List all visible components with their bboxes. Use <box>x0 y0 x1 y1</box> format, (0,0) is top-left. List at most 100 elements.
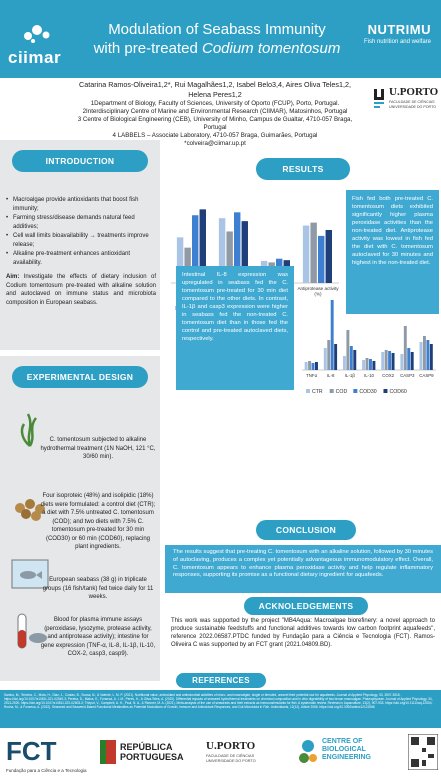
seaweed-icon <box>20 413 38 447</box>
aim-text: Investigate the effects of dietary inclu… <box>6 274 156 306</box>
legend-label: CTR <box>312 389 323 395</box>
bar-cod60-1 <box>241 221 248 283</box>
nutrimu-tagline: Fish nutrition and welfare <box>363 39 431 45</box>
legend-label: COD <box>336 389 348 395</box>
introduction-heading: INTRODUCTION <box>12 150 148 172</box>
author-email: *colveira@ciimar.up.pt <box>184 140 246 147</box>
affiliation-1: 1Department of Biology, Faculty of Scien… <box>90 100 340 107</box>
category-label: CASP3 <box>400 373 415 378</box>
bar-cod-6 <box>422 336 426 370</box>
bar-cod60-0 <box>199 209 206 283</box>
bar-cod30-5 <box>407 348 411 370</box>
category-label: COX2 <box>382 373 395 378</box>
bar-cod60-3 <box>325 229 332 283</box>
footer-uporto-logo: U.PORTO <box>206 740 256 752</box>
bar-cod-2 <box>346 330 350 370</box>
bar-ctr-1 <box>323 348 327 370</box>
research-qr-icon <box>408 734 438 770</box>
bar-cod30-1 <box>234 212 241 283</box>
results-plasma-text: Fish fed both pre-treated C. tomentosum … <box>346 190 439 314</box>
gene-expression-chart: TNFα IL-8 IL-1β IL-10 COX2 CASP3 CASP9 CTR COD CO… <box>302 300 436 395</box>
poster-title: Modulation of Seabass Immunity with pre-… <box>82 20 352 58</box>
category-label: IL-1β <box>345 373 356 378</box>
nutrimu-logo: NUTRIMU Fish nutrition and welfare <box>364 22 431 45</box>
fish-tank-icon <box>11 559 49 589</box>
title-species: Codium tomentosum <box>201 40 341 57</box>
experimental-heading: EXPERIMENTAL DESIGN <box>12 366 148 388</box>
nutrimu-wordmark: NUTRIMU <box>367 22 431 37</box>
bar-cod-4 <box>384 350 388 370</box>
bar-ctr-0 <box>304 362 308 370</box>
legend-swatch <box>383 389 388 393</box>
bar-ctr-0 <box>176 237 184 283</box>
introduction-content: Macroalgae provide antioxidants that boo… <box>6 196 156 307</box>
fct-subtitle: Fundação para a Ciência e a Tecnologia <box>6 768 87 773</box>
category-label: IL-10 <box>364 373 375 378</box>
legend-swatch <box>306 389 310 393</box>
results-gene-text: Intestinal IL-8 expression was upregulat… <box>176 266 294 390</box>
bar-cod30-3 <box>369 359 372 370</box>
title-line-1: Modulation of Seabass Immunity <box>108 21 326 38</box>
bar-ctr-1 <box>218 218 226 283</box>
bar-ctr-5 <box>400 354 404 370</box>
bar-cod-5 <box>403 326 407 370</box>
bar-cod-3 <box>310 222 317 283</box>
bar-cod30-0 <box>192 215 199 283</box>
bar-cod60-6 <box>429 344 433 370</box>
bar-cod30-4 <box>388 351 392 370</box>
introduction-bullets: Macroalgae provide antioxidants that boo… <box>6 196 156 267</box>
bar-ctr-6 <box>419 342 423 370</box>
category-label: CASP9 <box>419 373 434 378</box>
bar-ctr-2 <box>342 356 346 370</box>
ceb-logo: CENTRE OF BIOLOGICAL ENGINEERING <box>322 738 372 761</box>
ciimar-logo: ciimar <box>8 22 68 72</box>
exp-step-fish: European seabass (38 g) in triplicate gr… <box>42 577 154 600</box>
conclusion-text: The results suggest that pre-treating C.… <box>165 545 441 593</box>
poster-footer: FCT Fundação para a Ciência e a Tecnolog… <box>0 730 441 784</box>
fct-logo: FCT <box>6 736 57 766</box>
legend-swatch <box>329 389 334 393</box>
bar-cod60-2 <box>353 350 357 370</box>
title-line-2: with pre-treated Codium tomentosum <box>82 39 352 58</box>
uporto-subtitle: FACULDADE DE CIÊNCIAS UNIVERSIDADE DO PO… <box>389 100 436 109</box>
bar-cod30-3 <box>318 235 325 283</box>
category-label: Antiprotease activity (%) <box>297 286 339 297</box>
bar-ctr-4 <box>381 352 385 370</box>
intro-bullet: Farming stress/disease demands natural f… <box>6 214 156 231</box>
bar-cod60-3 <box>372 361 376 370</box>
results-heading: RESULTS <box>256 158 350 180</box>
affiliation-4: 4 LABBELS – Associate Laboratory, 4710-0… <box>112 132 318 139</box>
ceb-logo-icon <box>299 740 317 763</box>
category-label: TNFα <box>306 373 318 378</box>
intro-bullet: Macroalgae provide antioxidants that boo… <box>6 196 156 213</box>
exp-step-sampling: Blood for plasma immune assays (peroxida… <box>40 617 156 657</box>
bar-ctr-3 <box>362 360 366 370</box>
affiliation-2: 2Interdisciplinary Centre of Marine and … <box>82 108 348 115</box>
bar-cod30-0 <box>311 363 315 370</box>
exp-step-diets: Four isoproteic (48%) and isolipidic (18… <box>40 493 156 550</box>
intro-bullet: Alkaline pre-treatment enhances antioxid… <box>6 250 156 267</box>
ciimar-wordmark: ciimar <box>8 48 62 67</box>
intro-bullet: Cell wall limits bioavailability → treat… <box>6 232 156 249</box>
legend-swatch <box>353 389 358 393</box>
bar-cod60-1 <box>334 344 338 370</box>
aim-label: Aim: <box>6 274 20 280</box>
conclusion-heading: CONCLUSION <box>256 520 356 540</box>
aim-statement: Aim: Investigate the effects of dietary … <box>6 273 156 307</box>
title-line-2-prefix: with pre-treated <box>93 40 202 57</box>
uporto-wordmark: U.PORTO <box>389 86 439 98</box>
category-label: IL-8 <box>327 373 335 378</box>
bar-cod30-6 <box>426 340 430 370</box>
ack-heading: ACKNOLEDGEMENTS <box>244 597 368 615</box>
blood-sample-icon <box>17 613 47 649</box>
legend-label: COD30 <box>359 389 376 395</box>
bar-cod-0 <box>308 361 312 370</box>
bar-cod60-0 <box>315 362 318 370</box>
bar-cod30-2 <box>349 346 353 370</box>
bar-ctr-3 <box>302 225 310 283</box>
authors-block: Catarina Ramos-Oliveira1,2*, Rui Magalhã… <box>70 80 360 148</box>
bar-cod-0 <box>184 247 191 283</box>
bar-cod-1 <box>327 340 331 370</box>
ciimar-drops-icon <box>24 25 50 43</box>
affiliation-3: 3 Centre of Biological Engineering (CEB)… <box>77 116 353 131</box>
